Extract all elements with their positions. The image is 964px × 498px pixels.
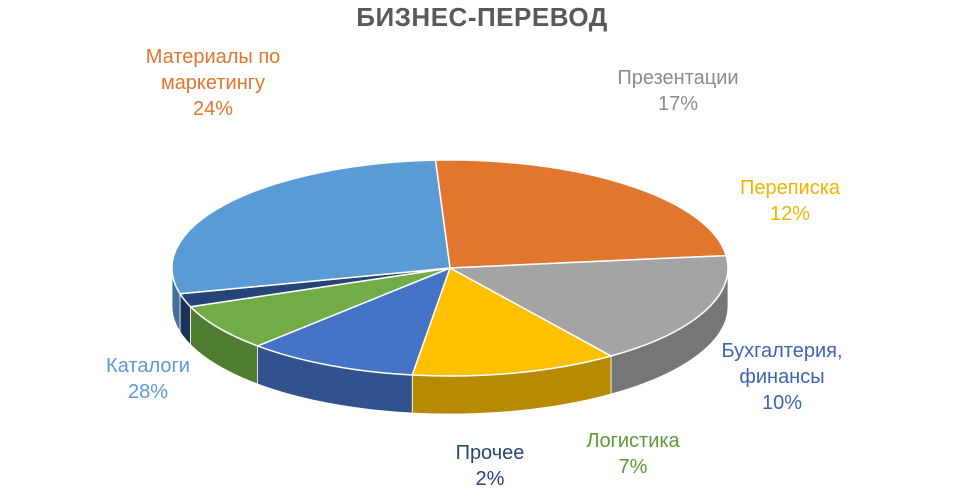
data-label-name: Прочее <box>455 442 525 464</box>
data-label-value: 24% <box>192 98 234 120</box>
pie-slices <box>171 159 729 377</box>
data-label-name: Логистика <box>586 430 680 452</box>
data-label-name: Материалы по <box>145 46 281 68</box>
data-label-value: 28% <box>127 381 169 403</box>
data-label-0: Материалы по маркетингу 24% <box>103 44 323 122</box>
pie-slice-3 <box>256 267 451 376</box>
data-label-value: 7% <box>618 456 648 478</box>
data-label-value: 12% <box>769 203 811 225</box>
data-label-value: 10% <box>761 392 803 414</box>
data-label-name: финансы <box>739 366 825 388</box>
data-label-1: Презентации 17% <box>568 65 788 117</box>
data-label-3: Бухгалтерия, финансы 10% <box>672 338 892 416</box>
data-label-value: 2% <box>475 468 505 490</box>
data-label-name: Переписка <box>739 177 841 199</box>
data-label-name: Бухгалтерия, <box>721 340 843 362</box>
pie-slice-2 <box>411 267 612 377</box>
data-label-name: Презентации <box>617 67 739 89</box>
data-label-value: 17% <box>657 93 699 115</box>
data-label-6: Каталоги 28% <box>38 353 258 405</box>
pie-slice-4 <box>189 267 451 347</box>
pie-slice-1 <box>449 254 729 357</box>
data-label-name: Каталоги <box>106 355 190 377</box>
pie-slice-6 <box>171 159 451 295</box>
data-label-5: Прочее 2% <box>380 440 600 492</box>
data-label-4: Логистика 7% <box>523 428 743 480</box>
pie-slice-0 <box>434 159 727 269</box>
data-label-2: Переписка 12% <box>680 175 900 227</box>
chart-title: БИЗНЕС-ПЕРЕВОД <box>356 2 608 32</box>
data-label-name: маркетингу <box>160 72 266 94</box>
